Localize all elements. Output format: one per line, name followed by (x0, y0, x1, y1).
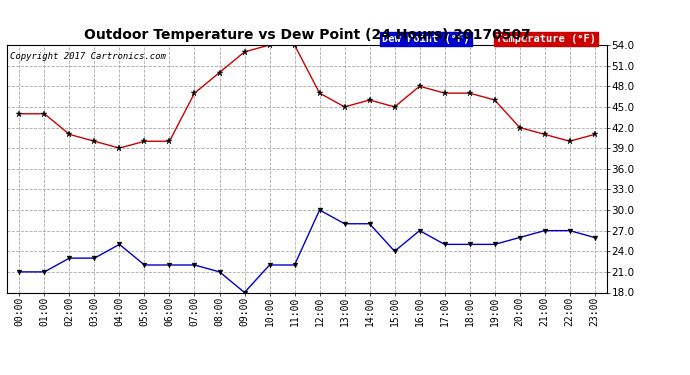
Text: Dew Point (°F): Dew Point (°F) (382, 34, 470, 44)
Text: Temperature (°F): Temperature (°F) (496, 34, 596, 44)
Title: Outdoor Temperature vs Dew Point (24 Hours) 20170507: Outdoor Temperature vs Dew Point (24 Hou… (83, 28, 531, 42)
Text: Copyright 2017 Cartronics.com: Copyright 2017 Cartronics.com (10, 53, 166, 62)
